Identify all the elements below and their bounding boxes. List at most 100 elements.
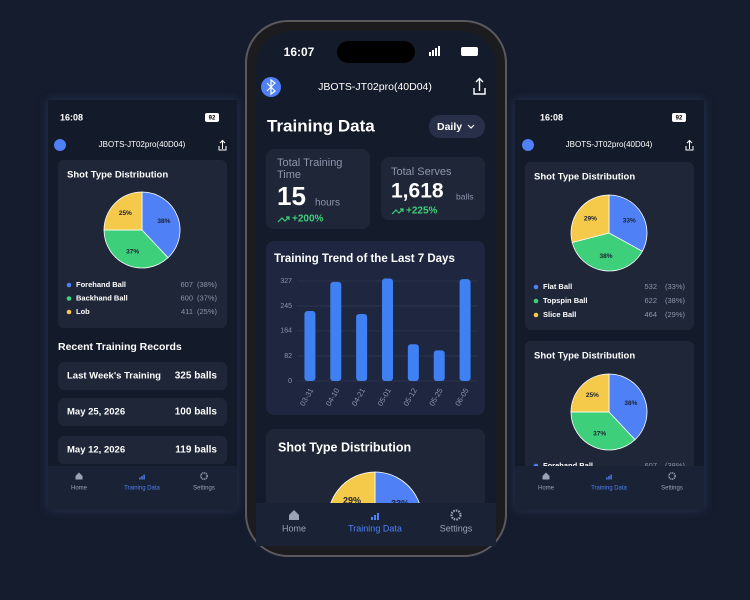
chart-icon[interactable] bbox=[139, 477, 141, 480]
stat-value: 15 bbox=[277, 181, 306, 211]
pie-slice bbox=[571, 232, 643, 272]
y-tick-label: 82 bbox=[284, 353, 292, 360]
y-tick-label: 245 bbox=[280, 303, 292, 310]
pie-slice bbox=[330, 471, 376, 503]
stat-unit: balls bbox=[456, 191, 473, 201]
nav-label[interactable]: Training Data bbox=[124, 486, 160, 492]
period-label: Daily bbox=[437, 121, 462, 133]
status-time: 16:08 bbox=[540, 112, 563, 122]
chart-icon[interactable] bbox=[371, 517, 373, 520]
record-value: 119 balls bbox=[175, 445, 217, 456]
settings-icon[interactable] bbox=[200, 472, 208, 480]
record-value: 100 balls bbox=[175, 407, 218, 418]
device-name: JBOTS-JT02pro(40D04) bbox=[99, 140, 186, 149]
pie-label: 25% bbox=[586, 392, 599, 399]
record-name: Last Week's Training bbox=[67, 371, 161, 382]
legend-dot bbox=[533, 298, 539, 304]
battery bbox=[205, 113, 219, 122]
nav-bar bbox=[256, 503, 496, 546]
nav-label[interactable]: Home bbox=[71, 486, 88, 492]
card-title: Shot Type Distribution bbox=[278, 440, 411, 454]
record-name: May 12, 2026 bbox=[67, 445, 125, 456]
home-icon[interactable] bbox=[75, 472, 83, 480]
nav-label[interactable]: Settings bbox=[661, 486, 683, 492]
nav-label[interactable]: Home bbox=[282, 523, 306, 533]
settings-icon[interactable] bbox=[450, 509, 462, 521]
group: Home Training Data Settings bbox=[515, 466, 704, 510]
pie-slice bbox=[103, 191, 143, 231]
pie-label: 33% bbox=[391, 499, 409, 509]
nav-label[interactable]: Training Data bbox=[591, 486, 627, 492]
pie-slice bbox=[103, 229, 169, 269]
status-time: 16:07 bbox=[284, 45, 315, 59]
stat-card bbox=[381, 157, 485, 220]
y-tick-label: 0 bbox=[288, 378, 292, 385]
stat-value: 1,618 bbox=[391, 180, 444, 203]
settings-icon[interactable] bbox=[668, 472, 676, 480]
stat-label: Total Training Time bbox=[277, 157, 343, 181]
legend-count: 607 bbox=[180, 280, 193, 289]
bar bbox=[330, 281, 342, 381]
bluetooth-icon[interactable] bbox=[54, 139, 66, 151]
y-tick-label: 164 bbox=[280, 328, 292, 335]
chart-icon[interactable] bbox=[606, 477, 608, 480]
battery-level: 92 bbox=[209, 116, 216, 122]
stat-change: +200% bbox=[292, 214, 324, 225]
legend-percent: (25%) bbox=[197, 307, 218, 316]
legend-count: 532 bbox=[644, 282, 657, 291]
nav-label[interactable]: Home bbox=[538, 486, 555, 492]
chart-icon[interactable] bbox=[608, 476, 610, 480]
bar bbox=[459, 279, 471, 381]
legend-count: 607 bbox=[644, 461, 657, 470]
chart-icon[interactable] bbox=[610, 474, 612, 480]
share-icon[interactable] bbox=[473, 77, 486, 95]
card-title: Shot Type Distribution bbox=[67, 170, 168, 181]
home-icon[interactable] bbox=[289, 510, 299, 520]
chart-icon[interactable] bbox=[377, 513, 379, 520]
legend-dot bbox=[533, 312, 539, 318]
legend-count: 464 bbox=[644, 310, 657, 319]
legend-dot bbox=[533, 284, 539, 290]
stat-unit: hours bbox=[315, 198, 340, 209]
section-title: Recent Training Records bbox=[58, 341, 182, 353]
pie-slice bbox=[374, 471, 420, 503]
pie-label: 38% bbox=[624, 400, 637, 407]
period-select[interactable] bbox=[429, 115, 485, 138]
share-icon[interactable] bbox=[685, 139, 694, 151]
dynamic-island bbox=[337, 41, 415, 63]
pie-label: 37% bbox=[593, 430, 606, 437]
bluetooth-glyph bbox=[266, 78, 276, 96]
nav-label[interactable]: Training Data bbox=[348, 523, 402, 533]
pie-label: 37% bbox=[126, 248, 139, 255]
chart-icon[interactable] bbox=[374, 515, 376, 520]
pie-slice bbox=[570, 411, 636, 451]
legend-percent: (33%) bbox=[665, 282, 686, 291]
pie-slice bbox=[570, 194, 610, 243]
record-card[interactable] bbox=[58, 398, 227, 426]
bluetooth-icon[interactable] bbox=[522, 139, 534, 151]
legend-name: Lob bbox=[76, 307, 90, 316]
card-title: Shot Type Distribution bbox=[534, 172, 635, 183]
stat-change: +225% bbox=[406, 206, 438, 217]
share-icon[interactable] bbox=[218, 139, 227, 151]
legend-count: 622 bbox=[644, 296, 657, 305]
chart-icon[interactable] bbox=[141, 476, 143, 480]
group: 33% 38% 29% Flat Ball 532 (33%) Topspin Ball 62… bbox=[533, 194, 686, 470]
legend-name: Backhand Ball bbox=[76, 293, 128, 302]
status-icons bbox=[429, 46, 478, 56]
pie-label: 38% bbox=[157, 218, 170, 225]
legend-count: 600 bbox=[180, 293, 193, 302]
record-card[interactable] bbox=[58, 436, 227, 464]
nav-label[interactable]: Settings bbox=[193, 486, 215, 492]
chart-icon[interactable] bbox=[143, 474, 145, 480]
trend-icon bbox=[277, 216, 290, 223]
record-card[interactable] bbox=[58, 362, 227, 390]
legend-name: Slice Ball bbox=[543, 310, 576, 319]
nav-label[interactable]: Settings bbox=[440, 523, 473, 533]
pie-slice bbox=[608, 194, 648, 252]
pie-label: 25% bbox=[119, 210, 132, 217]
home-icon[interactable] bbox=[542, 472, 550, 480]
legend-dot bbox=[66, 282, 72, 288]
card-title: Shot Type Distribution bbox=[534, 351, 635, 362]
